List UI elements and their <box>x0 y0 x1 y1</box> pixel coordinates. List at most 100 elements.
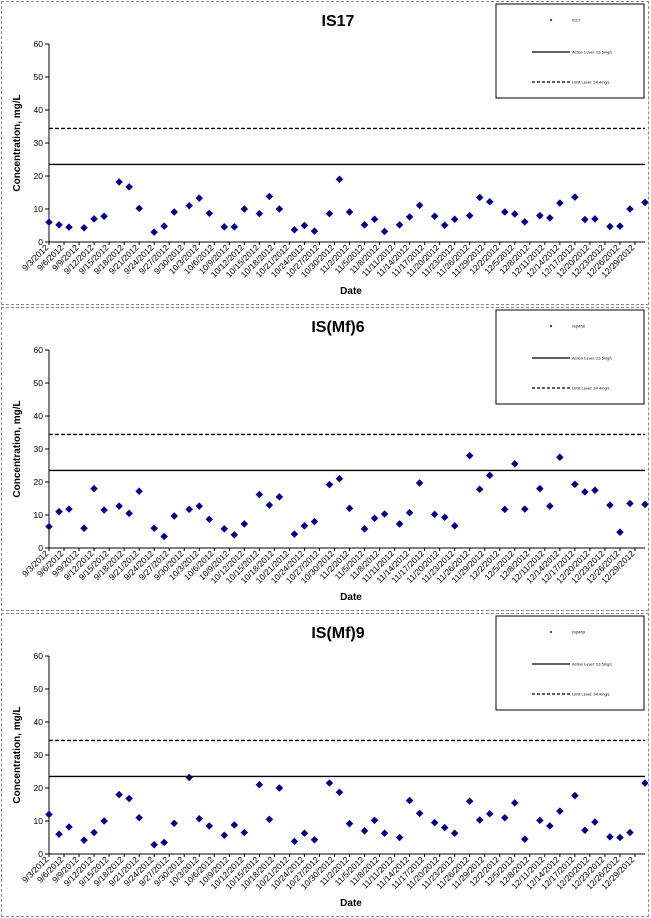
data-point <box>546 502 554 510</box>
data-point <box>220 223 229 231</box>
data-point <box>485 471 494 480</box>
y-tick-label: 50 <box>34 684 44 694</box>
data-point <box>150 840 158 849</box>
data-point <box>415 479 424 487</box>
data-point <box>475 193 484 202</box>
data-point <box>205 515 214 524</box>
data-point <box>160 222 169 230</box>
data-point <box>626 828 634 837</box>
data-point <box>536 211 544 220</box>
y-axis-label: Concentration, mg/L <box>12 400 23 497</box>
data-point <box>55 830 63 839</box>
data-point <box>335 474 344 483</box>
data-point <box>55 221 63 229</box>
data-point <box>335 175 344 184</box>
data-point <box>135 487 143 496</box>
x-axis-label: Date <box>340 286 362 297</box>
data-point <box>335 788 344 797</box>
data-point <box>626 205 634 213</box>
data-point <box>300 829 309 838</box>
y-tick-label: 10 <box>34 510 44 520</box>
y-tick-label: 30 <box>34 444 44 454</box>
data-point <box>510 460 519 468</box>
data-point <box>265 192 274 201</box>
data-point <box>641 779 648 787</box>
data-point <box>195 814 204 823</box>
data-point <box>310 517 319 526</box>
data-point <box>465 451 474 460</box>
data-point <box>255 209 264 218</box>
y-tick-label: 40 <box>34 105 44 115</box>
data-point <box>415 809 424 818</box>
data-point <box>536 484 544 493</box>
data-point <box>275 784 284 792</box>
data-point <box>205 822 214 830</box>
data-point <box>415 201 424 210</box>
legend: IS17 Action Level: 23.5mg/L Limit Level: 3… <box>495 3 645 99</box>
data-point <box>370 816 379 825</box>
data-point <box>571 193 579 201</box>
data-point <box>475 485 484 494</box>
legend-box <box>495 3 645 99</box>
data-point <box>465 797 474 806</box>
data-point <box>80 836 88 844</box>
x-axis-label: Date <box>340 898 362 909</box>
data-point <box>185 201 194 210</box>
data-point <box>265 815 274 824</box>
y-tick-label: 0 <box>38 543 43 553</box>
data-point <box>265 501 274 509</box>
chart-panel-ismf9: IS(Mf)9 Concentration, mg/L Date 0 10 20 30 40 5… <box>1 613 649 917</box>
data-point <box>520 835 529 843</box>
y-tick-label: 20 <box>34 477 44 487</box>
legend-entry-label: IS(Mf)9 <box>572 630 586 635</box>
data-point <box>195 194 204 202</box>
data-point <box>616 833 624 842</box>
data-point <box>405 796 414 805</box>
data-point <box>290 530 299 538</box>
data-point <box>80 223 88 232</box>
chart-title: IS(Mf)9 <box>311 625 364 642</box>
y-tick-label: 40 <box>34 717 44 727</box>
data-point <box>626 499 634 508</box>
legend-entry-label: IS(Mf)6 <box>572 324 586 329</box>
chart-panel-ismf6: IS(Mf)6 Concentration, mg/L Date 0 10 20 30 40 5… <box>1 307 649 611</box>
data-point <box>380 829 389 838</box>
data-point <box>395 221 404 229</box>
data-point <box>430 818 439 827</box>
data-point <box>160 532 169 541</box>
legend: IS(Mf)9 Action Level: 23.5mg/L Limit Level… <box>495 615 645 711</box>
data-point <box>591 486 599 495</box>
legend-marker-swatch <box>549 18 553 22</box>
data-point <box>345 208 354 216</box>
data-point <box>465 211 474 220</box>
legend-entry-label: Limit Level: 34.4mg/L <box>572 692 611 697</box>
data-point <box>556 199 564 207</box>
data-point <box>275 493 284 501</box>
data-point <box>195 502 204 510</box>
data-point <box>115 178 123 186</box>
data-point <box>220 831 229 840</box>
y-tick-label: 60 <box>34 39 44 49</box>
data-point <box>45 522 53 531</box>
data-point <box>115 502 123 510</box>
data-point <box>230 821 239 829</box>
data-point <box>90 215 98 223</box>
legend-entry-label: Limit Level: 34.4mg/L <box>572 386 611 391</box>
data-point <box>571 791 579 800</box>
data-point <box>345 819 354 828</box>
data-point <box>430 212 439 221</box>
data-point <box>591 215 599 223</box>
data-point <box>325 779 334 787</box>
data-point <box>300 522 309 530</box>
chart-title: IS17 <box>322 13 355 30</box>
data-point <box>170 512 179 520</box>
y-tick-label: 60 <box>34 651 44 661</box>
data-point <box>360 525 369 533</box>
data-point <box>90 484 98 493</box>
data-point <box>150 228 158 236</box>
y-axis-label: Concentration, mg/L <box>12 706 23 803</box>
legend: IS(Mf)6 Action Level: 23.5mg/L Limit Level… <box>495 309 645 405</box>
chart-svg: IS(Mf)6 Concentration, mg/L Date 0 10 20 30 40 5… <box>12 309 648 603</box>
legend-entry-label: Limit Level: 34.4mg/L <box>572 80 611 85</box>
data-point <box>360 827 369 835</box>
